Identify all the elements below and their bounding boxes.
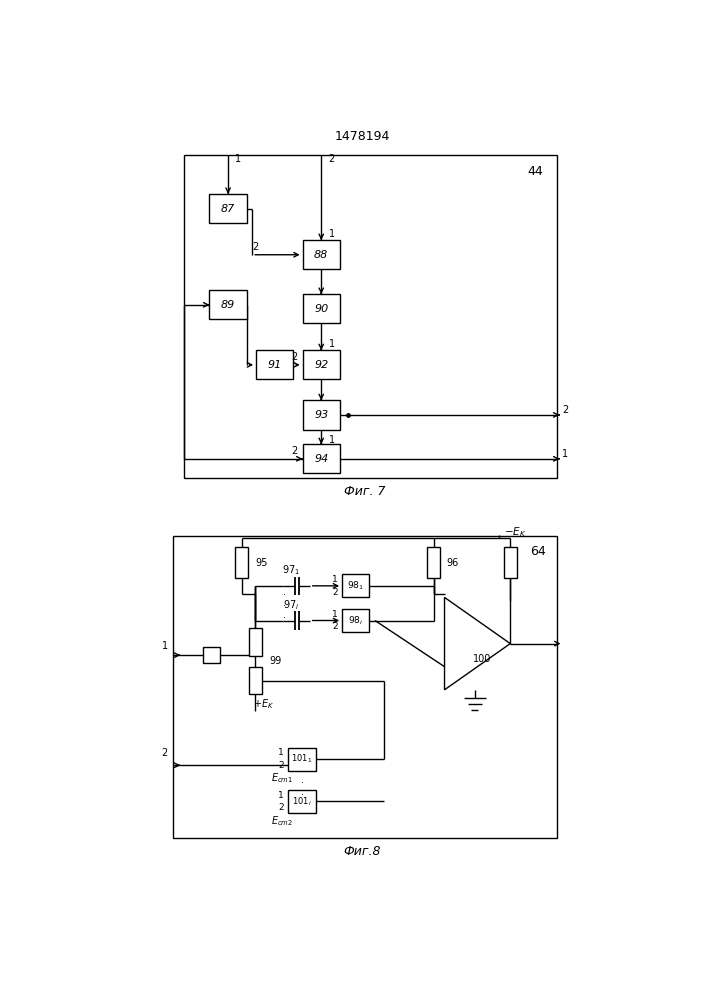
Text: 2: 2	[328, 153, 334, 163]
Text: 1: 1	[329, 339, 335, 349]
Bar	[303, 444, 340, 473]
Bar	[256, 350, 293, 379]
Bar	[209, 194, 247, 223]
Text: 2: 2	[162, 748, 168, 758]
Bar	[250, 667, 262, 694]
Text: 1: 1	[332, 610, 338, 619]
Bar	[303, 400, 340, 430]
Text: 1: 1	[279, 748, 284, 757]
Text: 64: 64	[530, 545, 546, 558]
Text: 1: 1	[562, 449, 568, 459]
Bar	[303, 350, 340, 379]
Text: 96: 96	[447, 558, 459, 568]
Bar	[288, 748, 316, 771]
Text: $-E_K$: $-E_K$	[503, 525, 526, 539]
Text: $98_i$: $98_i$	[348, 614, 363, 627]
Text: 1478194: 1478194	[334, 130, 390, 143]
Bar	[288, 790, 316, 813]
Text: 1: 1	[332, 575, 338, 584]
Text: 87: 87	[221, 204, 235, 214]
Text: 1: 1	[279, 791, 284, 800]
Text: $101_i$: $101_i$	[292, 795, 312, 808]
Text: 2: 2	[252, 242, 258, 252]
Bar	[250, 628, 262, 656]
Text: $E_{cm1}$: $E_{cm1}$	[271, 771, 293, 785]
Text: 94: 94	[314, 454, 328, 464]
Text: $+E_K$: $+E_K$	[253, 697, 274, 711]
Bar	[209, 290, 247, 319]
Text: 1: 1	[235, 153, 241, 163]
Bar	[203, 647, 221, 663]
Text: $101_1$: $101_1$	[291, 753, 312, 765]
Text: 100: 100	[472, 654, 491, 664]
Text: 93: 93	[314, 410, 328, 420]
Text: $97_i$: $97_i$	[283, 598, 299, 612]
Text: .
.
.: . . .	[300, 764, 303, 797]
Text: 1: 1	[162, 641, 168, 651]
Text: 89: 89	[221, 300, 235, 310]
Text: $98_1$: $98_1$	[347, 580, 364, 592]
Text: $97_1$: $97_1$	[282, 564, 300, 577]
Bar	[185, 155, 557, 478]
Text: 2: 2	[332, 622, 338, 631]
Bar	[173, 536, 557, 838]
Bar	[342, 609, 370, 632]
Text: 2: 2	[562, 405, 568, 415]
Bar	[303, 294, 340, 323]
Bar	[235, 547, 248, 578]
Text: 2: 2	[279, 761, 284, 770]
Text: 2: 2	[332, 588, 338, 597]
Text: 90: 90	[314, 304, 328, 314]
Text: $E_{cm2}$: $E_{cm2}$	[271, 814, 293, 828]
Bar	[303, 240, 340, 269]
Text: 1: 1	[329, 435, 335, 445]
Text: Фиг.8: Фиг.8	[344, 845, 381, 858]
Text: 88: 88	[314, 250, 328, 260]
Text: 1: 1	[329, 229, 335, 239]
Text: 91: 91	[267, 360, 282, 370]
Bar	[342, 574, 370, 597]
Text: Фиг. 7: Фиг. 7	[344, 485, 386, 498]
Text: 95: 95	[255, 558, 267, 568]
Text: 92: 92	[314, 360, 328, 370]
Bar	[427, 547, 440, 578]
Text: 2: 2	[279, 803, 284, 812]
Text: 2: 2	[291, 446, 298, 456]
Text: 2: 2	[291, 352, 298, 362]
Text: 44: 44	[527, 165, 543, 178]
Text: 99: 99	[269, 656, 281, 666]
Bar	[503, 547, 517, 578]
Text: .
.
.: . . .	[283, 587, 286, 620]
